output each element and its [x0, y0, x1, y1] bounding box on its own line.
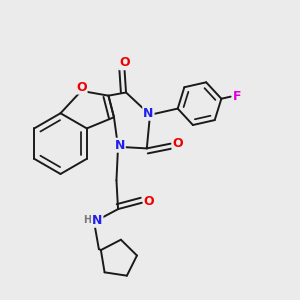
Text: O: O: [172, 137, 183, 150]
Text: F: F: [233, 90, 242, 103]
Text: N: N: [92, 214, 103, 227]
Text: N: N: [143, 107, 154, 120]
Text: N: N: [115, 139, 125, 152]
Text: O: O: [119, 56, 130, 69]
Text: O: O: [144, 195, 154, 208]
Text: H: H: [84, 215, 92, 225]
Text: O: O: [76, 80, 87, 94]
